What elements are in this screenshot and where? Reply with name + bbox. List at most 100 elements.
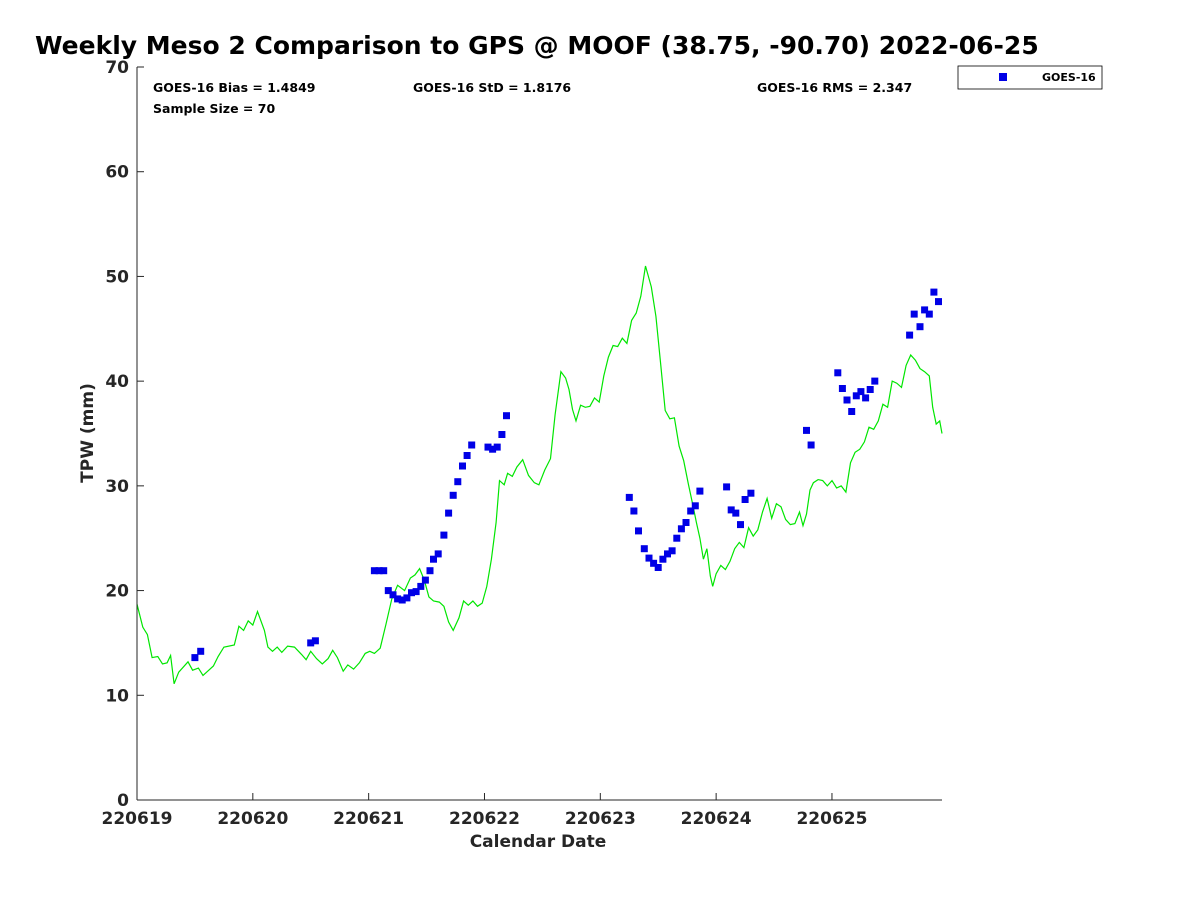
goes16-point [489, 445, 497, 453]
goes16-point [493, 443, 501, 451]
goes16-point [630, 507, 638, 515]
legend: GOES-16 [957, 65, 1103, 90]
goes16-point [838, 385, 846, 392]
goes16-point [389, 591, 397, 599]
rms-stat: GOES-16 RMS = 2.347 [757, 80, 912, 95]
y-tick-label: 40 [105, 372, 129, 392]
goes16-point [417, 582, 425, 590]
goes16-point [440, 531, 448, 539]
goes16-point [650, 559, 658, 567]
goes16-point [445, 509, 453, 517]
goes16-point [687, 507, 695, 515]
goes16-point [654, 564, 662, 571]
goes16-point [737, 521, 744, 529]
y-tick-label: 10 [105, 686, 129, 706]
goes16-point [935, 298, 942, 306]
goes16-point [370, 567, 378, 575]
goes16-point [664, 550, 671, 558]
goes16-point [426, 567, 434, 575]
y-tick-label: 30 [105, 477, 129, 497]
goes16-point [921, 306, 929, 314]
goes16-point [691, 502, 699, 510]
goes16-point [412, 588, 420, 596]
goes16-point [807, 441, 815, 449]
bias-stat: GOES-16 Bias = 1.4849 [153, 80, 315, 95]
goes16-point [866, 386, 874, 393]
goes16-point [434, 550, 442, 558]
y-tick-label: 20 [105, 582, 129, 602]
chart-title: Weekly Meso 2 Comparison to GPS @ MOOF (… [35, 31, 1039, 60]
plot-area [136, 265, 943, 685]
goes16-point [668, 547, 676, 555]
goes16-point [727, 506, 735, 514]
x-tick-label: 220624 [681, 809, 752, 829]
goes16-point [862, 394, 870, 402]
legend-label: GOES-16 [1042, 71, 1096, 84]
goes16-point [906, 331, 914, 339]
goes16-point [659, 555, 667, 563]
goes16-point [375, 567, 383, 575]
goes16-point [871, 377, 879, 385]
x-tick-label: 220623 [565, 809, 636, 829]
x-tick-label: 220625 [796, 809, 867, 829]
goes16-point [484, 443, 492, 451]
goes16-point [311, 637, 319, 645]
goes16-point [635, 527, 642, 535]
goes16-point [498, 431, 506, 438]
std-stat: GOES-16 StD = 1.8176 [413, 80, 571, 95]
goes16-point [682, 519, 690, 526]
goes16-point [408, 589, 415, 597]
goes16-point [454, 478, 462, 486]
goes16-point [625, 493, 633, 501]
goes16-point [403, 594, 411, 602]
x-axis-label: Calendar Date [470, 832, 607, 852]
goes16-point [380, 567, 388, 575]
x-tick-label: 220622 [449, 809, 520, 829]
goes16-point [747, 489, 755, 497]
goes16-point [307, 639, 315, 647]
goes16-point [398, 596, 406, 604]
goes16-point [384, 587, 392, 595]
goes16-point [394, 595, 402, 603]
goes16-point [930, 288, 938, 296]
goes16-point [803, 426, 810, 434]
legend-marker [999, 73, 1007, 81]
legend-box [957, 65, 1103, 90]
goes16-point [925, 310, 933, 318]
goes16-point [421, 576, 429, 584]
goes16-point [732, 509, 740, 517]
goes16-point [677, 525, 685, 533]
goes16-point [503, 412, 510, 420]
goes16-point [723, 483, 731, 491]
goes16-point [430, 555, 437, 563]
gps-tpw-line [136, 265, 943, 685]
y-tick-label: 0 [117, 791, 129, 811]
x-axis: 220619 220620 220621 220622 220623 220624 2206… [102, 793, 942, 829]
sample-size-stat: Sample Size = 70 [153, 101, 275, 116]
goes16-point [843, 396, 851, 404]
goes16-point [834, 369, 842, 377]
goes16-markers [191, 288, 942, 662]
goes16-point [673, 534, 681, 542]
y-axis-label: TPW (mm) [78, 383, 98, 483]
goes16-point [197, 647, 205, 655]
goes16-point [468, 441, 476, 449]
x-tick-label: 220619 [102, 809, 173, 829]
goes16-point [857, 388, 865, 396]
goes16-point [696, 487, 704, 495]
y-axis: 0 10 20 30 40 50 60 70 [105, 58, 144, 811]
goes16-point [852, 392, 860, 400]
goes16-point [848, 408, 856, 415]
y-tick-label: 70 [105, 58, 129, 78]
goes16-point [741, 496, 749, 503]
goes16-point [459, 462, 466, 470]
goes16-point [449, 491, 457, 499]
goes16-point [910, 310, 918, 318]
x-tick-label: 220621 [333, 809, 404, 829]
goes16-point [640, 545, 648, 553]
goes16-point [645, 554, 653, 562]
x-tick-label: 220620 [217, 809, 288, 829]
goes16-point [916, 323, 924, 331]
goes16-point [463, 452, 471, 459]
